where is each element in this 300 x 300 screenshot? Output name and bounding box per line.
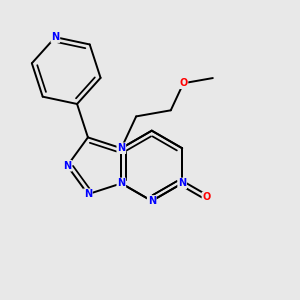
Text: N: N xyxy=(178,178,186,188)
Text: N: N xyxy=(84,189,92,199)
Text: N: N xyxy=(117,178,125,188)
Text: O: O xyxy=(179,78,188,88)
Text: N: N xyxy=(63,161,71,171)
Text: N: N xyxy=(51,32,59,42)
Text: O: O xyxy=(202,192,211,203)
Text: N: N xyxy=(117,143,125,153)
Text: N: N xyxy=(148,196,156,206)
